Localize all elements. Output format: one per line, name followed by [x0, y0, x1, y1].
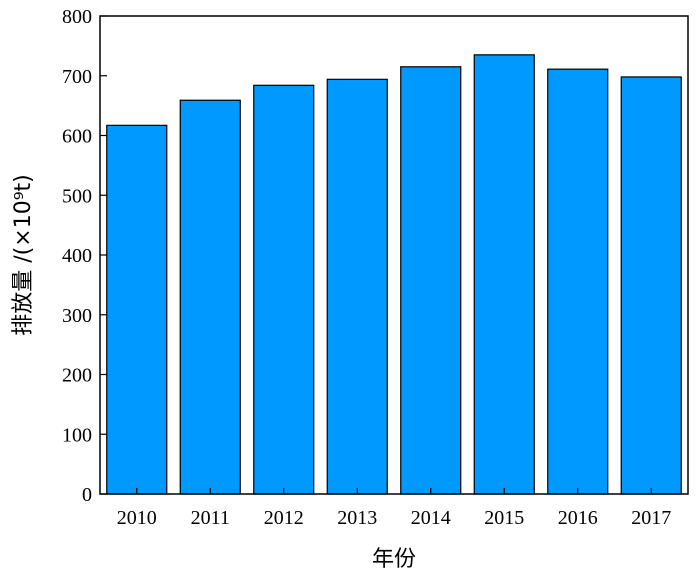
x-tick-label: 2015	[484, 507, 524, 529]
plot-frame	[99, 15, 689, 495]
y-tick-label: 600	[62, 126, 92, 148]
bar-2011	[179, 99, 241, 495]
bars-group	[106, 54, 682, 495]
x-tick-label: 2016	[558, 507, 598, 529]
x-tick-label: 2010	[117, 507, 157, 529]
x-tick-label: 2017	[631, 507, 671, 529]
bar-2016	[547, 68, 609, 495]
y-tick-label: 500	[62, 185, 92, 207]
ticks-group: 2010 2011 2012 2013 2014 2015 2016 2017 0 100 200 3…	[62, 6, 671, 529]
y-tick-label: 700	[62, 66, 92, 88]
x-tick-label: 2012	[264, 507, 304, 529]
bar-2017	[620, 76, 682, 495]
bar-2014	[400, 66, 462, 495]
bar-2012	[253, 84, 315, 495]
y-tick-label: 400	[62, 245, 92, 267]
bar-2015	[473, 54, 535, 495]
x-tick-label: 2013	[337, 507, 377, 529]
y-axis-title: 排放量 /(×10⁹t)	[11, 174, 36, 335]
y-tick-label: 300	[62, 305, 92, 327]
x-tick-label: 2014	[411, 507, 451, 529]
y-tick-label: 200	[62, 365, 92, 387]
y-tick-label: 100	[62, 424, 92, 446]
y-tick-label: 800	[62, 6, 92, 28]
x-tick-label: 2011	[191, 507, 230, 529]
bar-2013	[326, 78, 388, 495]
x-axis-title: 年份	[372, 547, 416, 572]
bar-2010	[106, 124, 168, 495]
y-tick-label: 0	[82, 484, 92, 506]
